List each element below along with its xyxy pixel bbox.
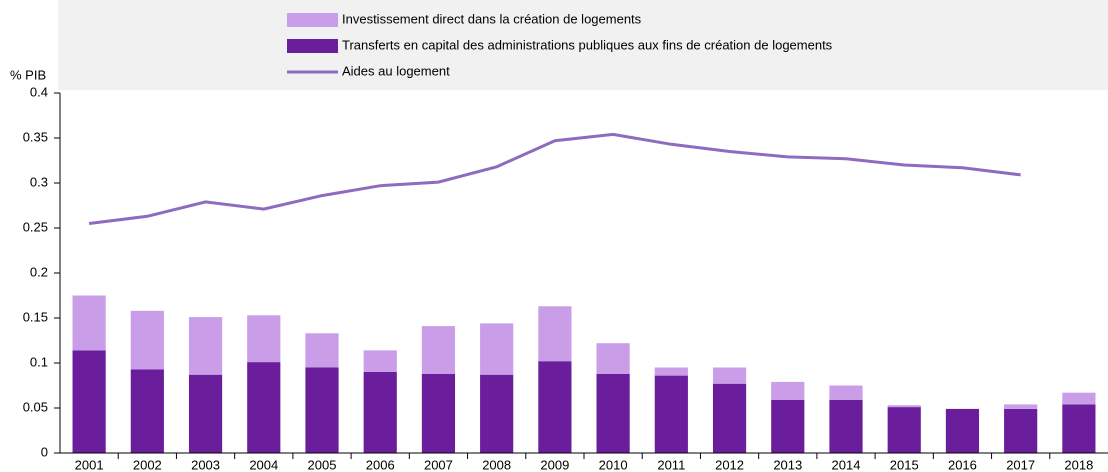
bar [712,367,747,384]
bar [305,367,339,453]
y-tick-label: 0.2 [30,264,48,279]
bar [363,350,397,372]
x-tick-label: 2004 [249,457,278,472]
x-tick-label: 2018 [1064,457,1093,472]
bar [1062,392,1096,405]
bar [829,385,863,400]
bar [1062,404,1096,453]
legend-label: Investissement direct dans la création d… [342,11,642,26]
bar [538,306,572,362]
x-tick-label: 2001 [75,457,104,472]
bar [421,326,456,374]
legend-swatch [287,39,338,53]
bar [188,374,223,453]
x-tick-label: 2003 [191,457,220,472]
y-tick-label: 0.05 [23,399,48,414]
x-tick-label: 2012 [715,457,744,472]
x-tick-label: 2007 [424,457,453,472]
bar [247,315,281,363]
y-tick-label: 0.15 [23,309,48,324]
x-tick-label: 2014 [832,457,861,472]
bar [829,399,863,453]
bar [247,362,281,453]
legend-label: Transferts en capital des administration… [342,37,833,52]
bar [188,317,223,375]
bar [654,375,688,453]
y-axis-label: % PIB [10,67,46,82]
bar [1004,404,1038,409]
line [88,132,1021,225]
x-tick-label: 2015 [890,457,919,472]
bar [771,381,805,400]
legend-label: Aides au logement [342,63,450,78]
y-tick-label: 0.1 [30,354,48,369]
legend-background [58,0,1108,90]
x-tick-label: 2009 [540,457,569,472]
y-tick-label: 0.35 [23,129,48,144]
y-tick-label: 0 [41,444,48,459]
y-tick-label: 0.4 [30,84,48,99]
bar [771,399,805,453]
bar [1004,408,1038,453]
bar [654,367,688,376]
bar [421,373,456,453]
bar [130,310,164,370]
x-tick-label: 2010 [599,457,628,472]
bar [480,323,514,375]
bar [72,295,106,351]
bar [538,361,572,453]
bar [130,369,164,453]
bar [480,374,514,453]
x-tick-label: 2017 [1006,457,1035,472]
bar [363,372,397,453]
bar [72,350,106,453]
bar [945,408,980,453]
legend-swatch [287,13,338,27]
x-tick-label: 2002 [133,457,162,472]
x-tick-label: 2008 [482,457,511,472]
bar [887,407,921,453]
x-tick-label: 2011 [657,457,685,472]
x-tick-label: 2013 [773,457,802,472]
bar [305,333,339,368]
x-tick-label: 2006 [366,457,395,472]
bar [712,383,747,453]
y-tick-label: 0.25 [23,219,48,234]
x-tick-label: 2016 [948,457,977,472]
x-tick-label: 2005 [308,457,337,472]
bar [887,405,921,408]
bar [596,373,630,453]
bar [596,343,630,374]
y-tick-label: 0.3 [30,174,48,189]
